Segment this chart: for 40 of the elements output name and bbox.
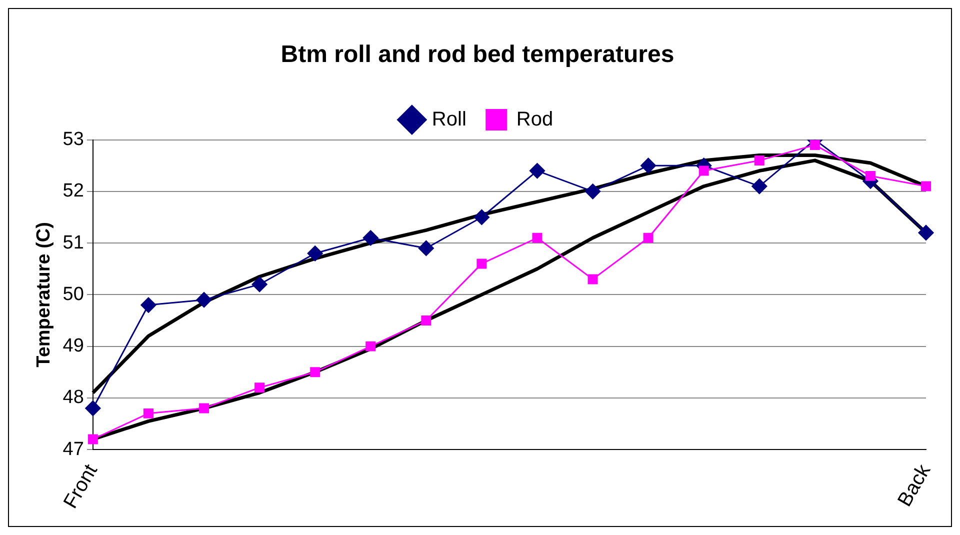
- point: [421, 316, 432, 326]
- point: [85, 400, 101, 416]
- point: [366, 341, 376, 352]
- point: [254, 382, 265, 393]
- point: [418, 240, 434, 256]
- point: [199, 403, 209, 414]
- point: [810, 140, 820, 150]
- point: [698, 166, 709, 176]
- point: [529, 163, 545, 179]
- point: [140, 297, 156, 313]
- point: [585, 184, 601, 200]
- chart-title: Btm roll and rod bed temperatures: [280, 41, 674, 68]
- point: [918, 224, 934, 240]
- point: [474, 209, 490, 225]
- point: [476, 258, 487, 269]
- point: [307, 246, 323, 262]
- point: [588, 274, 598, 284]
- y-axis-title: Temperature (C): [34, 222, 55, 368]
- point: [88, 434, 98, 444]
- y-tick-label: 48: [62, 387, 84, 408]
- legend-label: Roll: [432, 108, 466, 130]
- point: [643, 232, 654, 243]
- point: [252, 276, 268, 292]
- point: [196, 292, 212, 308]
- y-tick-label: 51: [62, 232, 84, 254]
- legend-label: Rod: [516, 108, 554, 130]
- point: [143, 408, 154, 418]
- y-tick-label: 47: [62, 438, 84, 460]
- point: [640, 158, 656, 174]
- point: [310, 367, 320, 378]
- y-tick-label: 50: [62, 284, 84, 305]
- point: [752, 178, 768, 194]
- y-tick-label: 52: [62, 180, 84, 202]
- point: [921, 181, 931, 192]
- point: [865, 170, 876, 181]
- point: [754, 155, 764, 166]
- point: [362, 230, 378, 246]
- y-tick-label: 53: [62, 129, 84, 150]
- point: [532, 232, 542, 243]
- y-tick-label: 49: [62, 336, 84, 357]
